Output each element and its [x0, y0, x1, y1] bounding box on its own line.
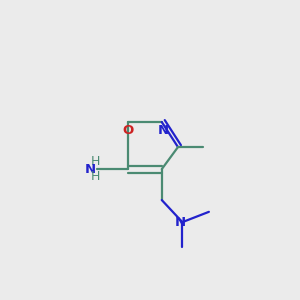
Text: N: N: [158, 124, 169, 137]
Text: H: H: [91, 170, 100, 183]
Text: N: N: [85, 163, 96, 176]
Text: N: N: [175, 216, 186, 229]
Text: H: H: [91, 155, 100, 168]
Text: O: O: [122, 124, 134, 137]
